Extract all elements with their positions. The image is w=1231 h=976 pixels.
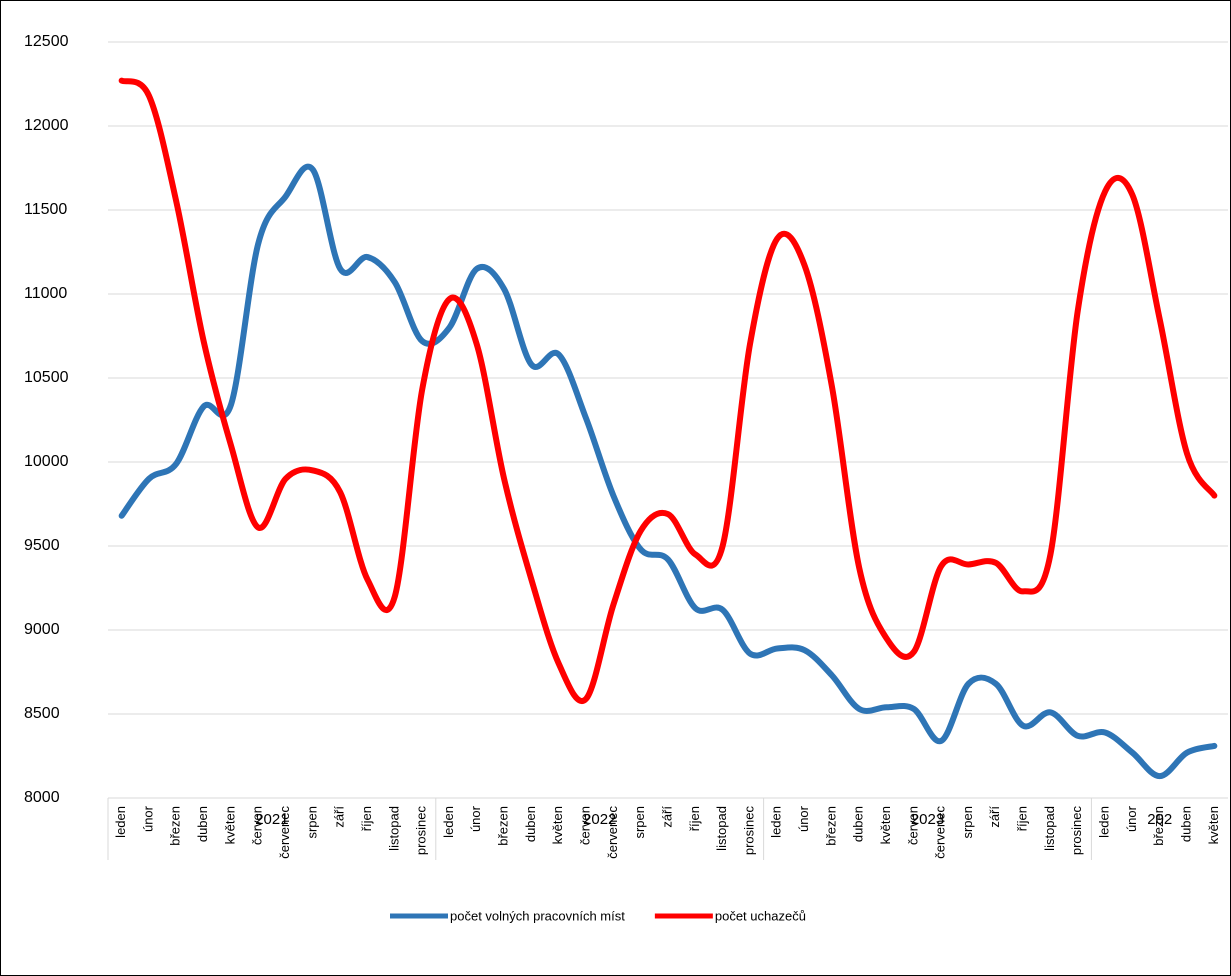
x-tick-label: říjen <box>687 806 702 831</box>
x-tick-label: březen <box>496 806 511 846</box>
y-tick-label: 10000 <box>24 453 69 470</box>
legend-label: počet uchazečů <box>715 908 806 923</box>
y-tick-label: 8000 <box>24 789 60 806</box>
x-tick-label: listopad <box>714 806 729 851</box>
x-tick-label: únor <box>468 805 483 832</box>
x-tick-label: březen <box>168 806 183 846</box>
x-tick-label: červenec <box>933 806 948 859</box>
x-tick-label: červenec <box>605 806 620 859</box>
line-series <box>118 77 1218 704</box>
x-tick-label: květen <box>878 806 893 844</box>
y-tick-label: 12000 <box>24 117 69 134</box>
y-tick-label: 10500 <box>24 369 69 386</box>
x-tick-label: únor <box>1124 805 1139 832</box>
x-tick-label: září <box>332 806 347 828</box>
x-tick-label: srpen <box>960 806 975 839</box>
x-tick-label: květen <box>222 806 237 844</box>
y-tick-label: 9000 <box>24 621 60 638</box>
x-tick-label: červen <box>250 806 265 845</box>
x-tick-label: únor <box>140 805 155 832</box>
group-label: 202 <box>1147 811 1172 828</box>
x-tick-label: listopad <box>1042 806 1057 851</box>
y-tick-label: 8500 <box>24 705 60 722</box>
x-tick-label: prosinec <box>1069 806 1084 856</box>
x-tick-label: březen <box>823 806 838 846</box>
x-tick-label: květen <box>550 806 565 844</box>
x-tick-label: červenec <box>277 806 292 859</box>
x-tick-label: prosinec <box>414 806 429 856</box>
group-label: 2023 <box>911 811 944 828</box>
x-tick-label: únor <box>796 805 811 832</box>
x-tick-label: duben <box>1178 806 1193 842</box>
x-tick-label: květen <box>1206 806 1221 844</box>
x-tick-label: březen <box>1151 806 1166 846</box>
x-tick-label: duben <box>195 806 210 842</box>
x-tick-label: duben <box>851 806 866 842</box>
x-tick-label: červen <box>905 806 920 845</box>
group-label: 2022 <box>583 811 616 828</box>
y-tick-label: 11500 <box>24 201 67 218</box>
y-tick-label: 12500 <box>24 33 69 50</box>
x-tick-label: září <box>987 806 1002 828</box>
x-tick-label: srpen <box>632 806 647 839</box>
y-tick-label: 9500 <box>24 537 60 554</box>
x-tick-label: září <box>659 806 674 828</box>
y-tick-label: 11000 <box>24 285 67 302</box>
legend-label: počet volných pracovních míst <box>450 908 625 923</box>
x-tick-label: říjen <box>1015 806 1030 831</box>
x-tick-label: leden <box>441 806 456 838</box>
x-tick-label: prosinec <box>741 806 756 856</box>
x-tick-label: listopad <box>386 806 401 851</box>
group-label: 2021 <box>255 811 288 828</box>
x-tick-label: leden <box>113 806 128 838</box>
x-tick-label: srpen <box>304 806 319 839</box>
x-tick-label: leden <box>769 806 784 838</box>
line-series <box>118 163 1218 780</box>
x-tick-label: leden <box>1097 806 1112 838</box>
x-tick-label: červen <box>577 806 592 845</box>
x-tick-label: říjen <box>359 806 374 831</box>
x-tick-label: duben <box>523 806 538 842</box>
